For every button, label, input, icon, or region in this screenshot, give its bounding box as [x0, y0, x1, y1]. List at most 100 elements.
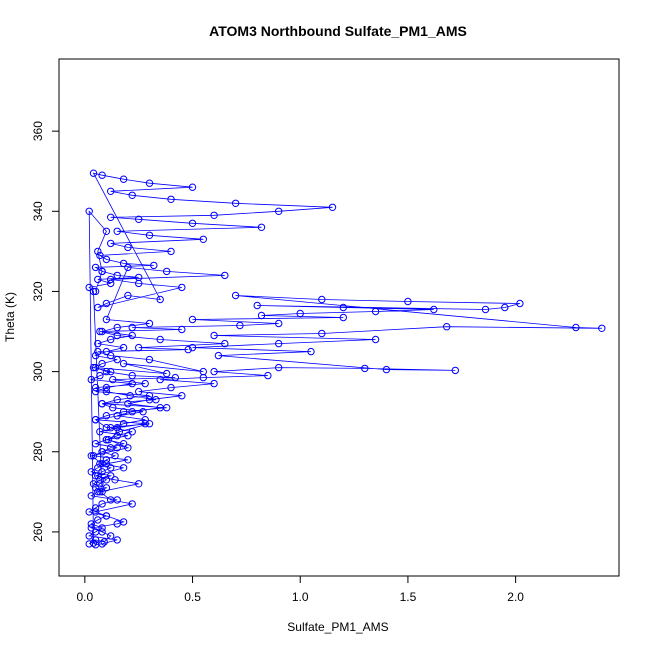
- data-point: [91, 287, 100, 296]
- data-point: [163, 369, 171, 378]
- data-point: [119, 464, 128, 472]
- data-point: [119, 175, 128, 183]
- data-point: [85, 207, 93, 216]
- data-point: [98, 400, 106, 408]
- data-point: [91, 440, 100, 448]
- data-point: [113, 496, 121, 504]
- data-point: [98, 500, 106, 508]
- x-axis: 0.0 0.5 1.0 1.5 2.0: [77, 575, 524, 604]
- data-point: [102, 383, 111, 392]
- data-point: [221, 271, 229, 280]
- data-point: [94, 472, 102, 480]
- data-point: [124, 263, 132, 272]
- data-point: [135, 215, 143, 224]
- data-point: [451, 366, 459, 375]
- data-point: [210, 367, 218, 376]
- data-point: [481, 305, 490, 314]
- data-point: [371, 335, 380, 344]
- data-point: [156, 375, 164, 384]
- data-point: [107, 367, 115, 376]
- data-point: [141, 420, 149, 428]
- data-point: [87, 520, 96, 528]
- data-point: [128, 428, 136, 436]
- data-point: [102, 512, 111, 520]
- data-point: [113, 536, 121, 544]
- data-point: [107, 335, 115, 344]
- data-point: [598, 324, 606, 332]
- data-point: [107, 532, 115, 540]
- data-point: [119, 408, 128, 416]
- data-point: [135, 387, 143, 396]
- data-point: [98, 327, 106, 336]
- data-point: [91, 383, 100, 392]
- data-point: [109, 375, 117, 384]
- data-point: [139, 408, 147, 416]
- data-point: [124, 243, 132, 252]
- data-point: [89, 452, 98, 460]
- data-point: [210, 331, 218, 340]
- data-point: [102, 387, 111, 396]
- data-point: [128, 331, 136, 340]
- data-point: [178, 392, 186, 400]
- data-layer: [85, 169, 606, 549]
- y-axis: 260 280 300 320 340 360: [31, 121, 60, 542]
- data-point: [124, 291, 132, 300]
- data-point: [188, 219, 197, 228]
- data-point: [94, 339, 102, 348]
- data-point: [128, 371, 136, 380]
- data-point: [128, 191, 136, 200]
- x-tick-label: 1.5: [400, 590, 417, 604]
- data-point: [275, 319, 283, 328]
- data-point: [91, 416, 100, 424]
- data-point: [102, 347, 111, 356]
- data-point: [145, 231, 154, 240]
- data-point: [102, 436, 111, 444]
- data-point: [296, 309, 304, 318]
- data-point: [102, 412, 111, 420]
- data-point: [124, 400, 132, 408]
- data-point: [257, 223, 266, 232]
- data-point: [128, 379, 136, 388]
- data-point: [328, 203, 337, 212]
- y-tick-label: 320: [31, 281, 45, 301]
- y-tick-label: 300: [31, 361, 45, 381]
- data-point: [94, 488, 102, 496]
- data-point: [91, 504, 100, 512]
- data-point: [113, 432, 121, 440]
- data-point: [156, 335, 164, 344]
- data-point: [89, 169, 98, 177]
- data-point: [307, 347, 315, 356]
- data-point: [124, 456, 132, 464]
- data-point: [98, 448, 106, 456]
- data-point: [94, 247, 102, 256]
- data-point: [188, 343, 197, 352]
- data-point: [102, 315, 111, 324]
- data-point: [119, 420, 128, 428]
- data-point: [124, 444, 132, 452]
- data-point: [98, 488, 106, 496]
- data-point: [113, 271, 121, 280]
- x-tick-label: 1.0: [292, 590, 309, 604]
- data-point: [107, 464, 115, 472]
- data-point: [253, 301, 261, 310]
- data-point: [111, 476, 119, 484]
- data-point: [96, 371, 104, 380]
- data-point: [96, 428, 104, 436]
- data-point: [94, 516, 102, 524]
- data-point: [96, 476, 104, 484]
- data-point: [91, 484, 100, 492]
- data-point: [107, 213, 115, 222]
- data-point: [102, 456, 111, 464]
- data-point: [87, 375, 96, 384]
- data-point: [167, 195, 175, 204]
- data-point: [87, 468, 96, 476]
- data-point: [236, 321, 244, 330]
- data-point: [150, 261, 158, 270]
- data-point: [128, 323, 136, 332]
- data-point: [501, 303, 509, 312]
- data-point: [339, 313, 347, 322]
- data-point: [98, 359, 106, 368]
- data-point: [85, 283, 93, 292]
- data-point: [163, 404, 171, 412]
- data-point: [199, 235, 208, 244]
